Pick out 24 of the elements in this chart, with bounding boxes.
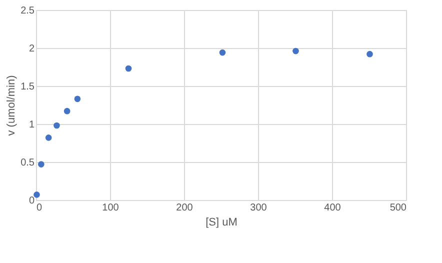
point [219,49,226,56]
x-tick-label: 200 [176,202,194,214]
point [64,108,70,114]
point [54,122,60,129]
x-tick-label: 100 [102,202,120,214]
y-tick-label: 2.5 [20,6,35,16]
y-tick-label: 0.5 [20,158,35,168]
point [38,161,44,168]
y-tick-label: 1 [28,120,35,130]
y-axis-title: v (umol/min) [6,75,18,136]
x-tick-label: 0 [36,202,42,214]
y-tick-label: 0 [28,196,35,206]
y-tick-label: 2 [28,44,35,54]
point [74,96,81,102]
x-tick-label: 300 [250,202,268,214]
x-axis-title: [S] uM [206,216,238,228]
point [45,134,52,141]
point [292,48,299,54]
x-tick-label: 400 [324,202,342,214]
x-tick-label: 500 [390,202,407,214]
point [125,65,132,72]
point [34,192,40,198]
y-tick-label: 1.5 [20,82,35,92]
point [366,50,373,58]
